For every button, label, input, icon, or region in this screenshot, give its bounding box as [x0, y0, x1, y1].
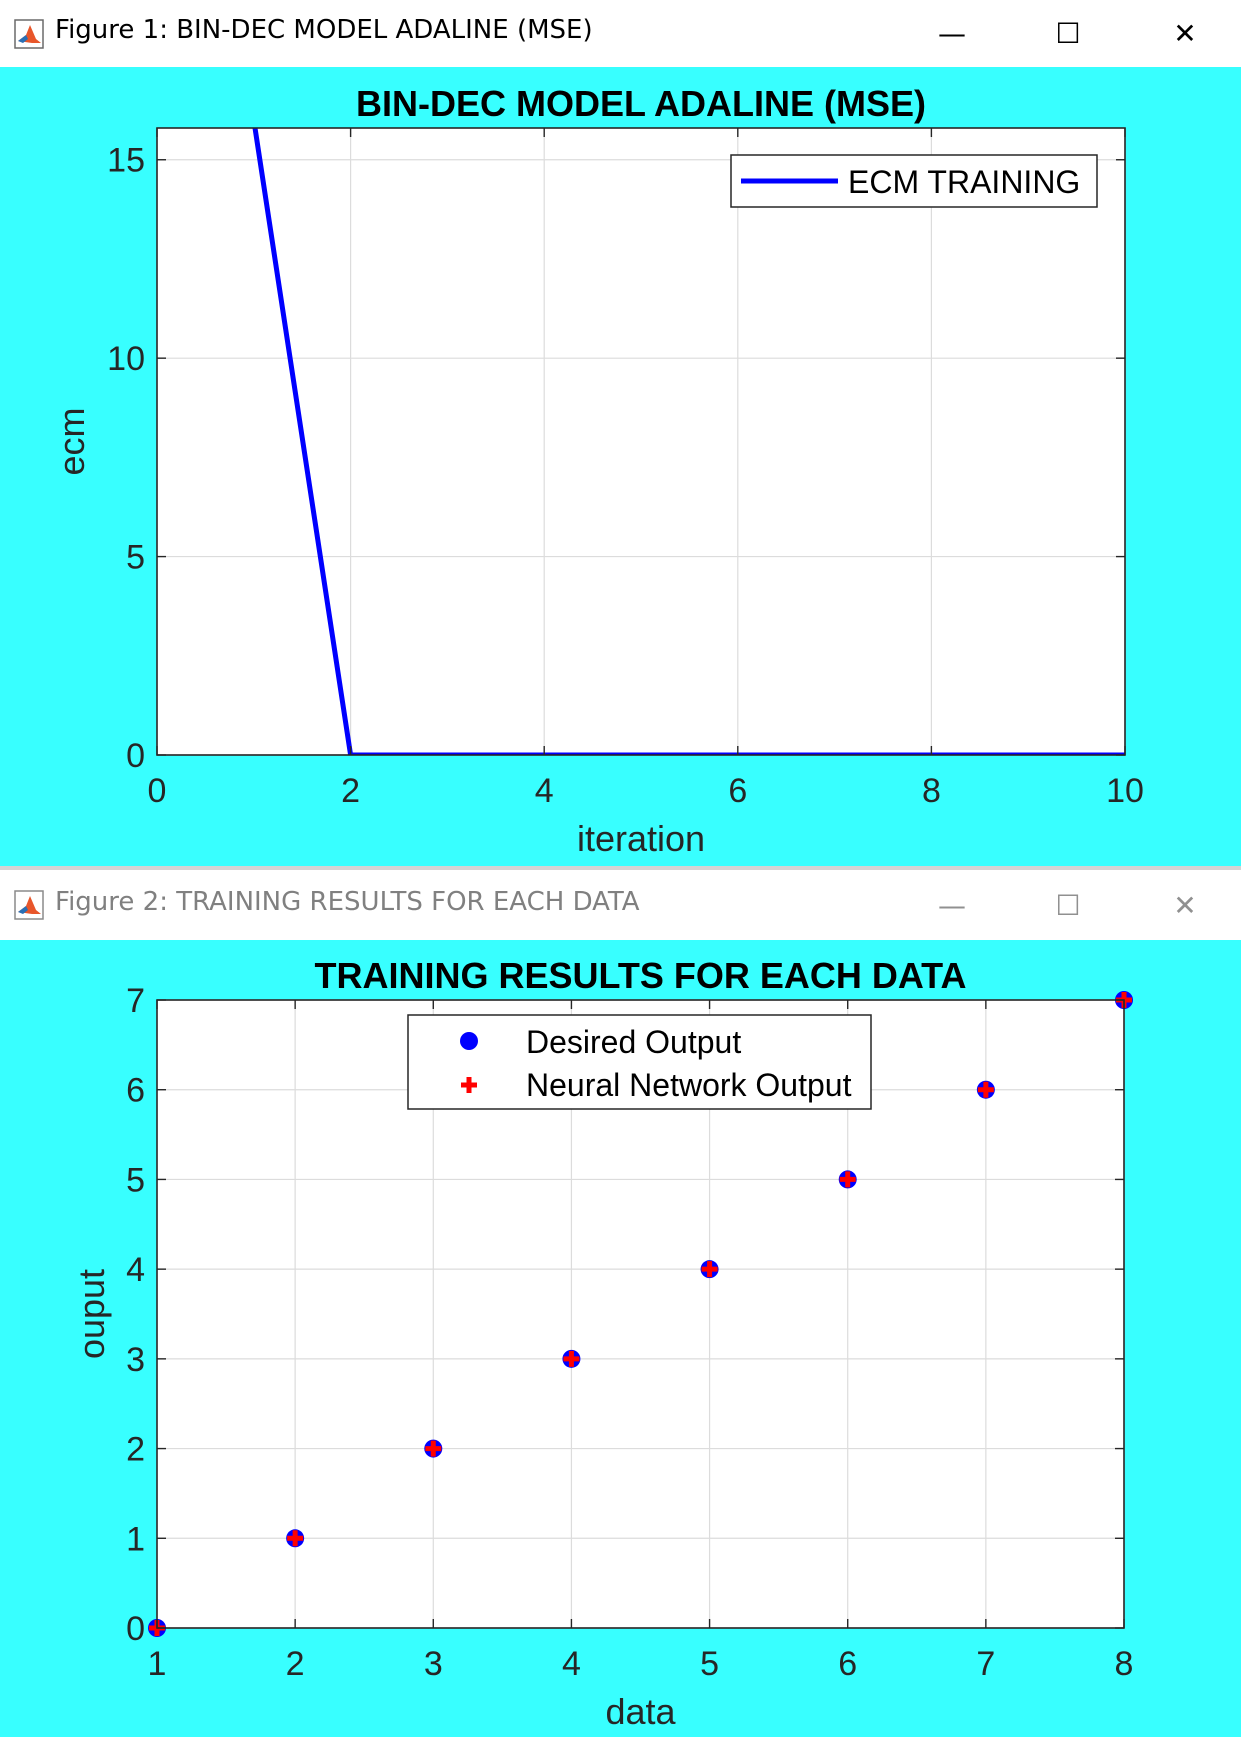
figure-2-titlebar[interactable]: Figure 2: TRAINING RESULTS FOR EACH DATA… [0, 870, 1241, 940]
window-divider [0, 866, 1241, 870]
chart-title: TRAINING RESULTS FOR EACH DATA [315, 955, 967, 996]
legend-entry: Neural Network Output [526, 1067, 852, 1103]
window-title: Figure 1: BIN-DEC MODEL ADALINE (MSE) [55, 15, 593, 45]
legend-box [407, 1014, 872, 1110]
point-neural-network-output [839, 1171, 856, 1188]
figure-1-canvas: 0 2 4 6 8 10 0 5 10 15 BIN-DEC MODEL ADALINE (MSE)… [0, 67, 1241, 866]
point-neural-network-output [563, 1350, 580, 1367]
x-tick-label: 2 [341, 772, 360, 810]
x-tick-label: 8 [922, 772, 941, 810]
y-tick-label: 0 [126, 1610, 145, 1648]
y-tick-label: 4 [126, 1251, 145, 1289]
plus-stroke [563, 1350, 580, 1367]
maximize-button[interactable]: ☐ [1055, 16, 1081, 50]
axes-box [156, 127, 1126, 756]
axes-box [156, 999, 1125, 1629]
x-tick-label: 10 [1106, 772, 1144, 810]
y-tick-label: 7 [126, 982, 145, 1020]
plus-stroke [701, 1261, 718, 1278]
x-tick-label: 4 [535, 772, 554, 810]
y-axis-label: ouput [71, 1269, 112, 1359]
x-tick-label: 6 [728, 772, 747, 810]
x-tick-label: 8 [1115, 1645, 1134, 1683]
figure-2-canvas: 1 2 3 4 5 6 7 8 0 1 2 3 4 5 6 7 TRAINING RESULTS FOR EAC… [0, 940, 1241, 1737]
point-neural-network-output [287, 1530, 304, 1547]
y-tick-label: 6 [126, 1072, 145, 1110]
y-tick-label: 5 [126, 1161, 145, 1199]
x-tick-label: 2 [286, 1645, 305, 1683]
window-title: Figure 2: TRAINING RESULTS FOR EACH DATA [55, 887, 640, 917]
x-tick-label: 5 [700, 1645, 719, 1683]
x-tick-label: 6 [838, 1645, 857, 1683]
matlab-icon [14, 890, 44, 920]
x-tick-label: 3 [424, 1645, 443, 1683]
y-tick-label: 5 [126, 539, 145, 577]
y-tick-label: 0 [126, 737, 145, 775]
x-axis-label: data [605, 1691, 676, 1732]
minimize-button[interactable]: — [938, 16, 966, 50]
plot-area [157, 128, 1125, 755]
minimize-button[interactable]: — [938, 888, 966, 922]
legend-swatch-circle [460, 1032, 478, 1050]
point-neural-network-output [425, 1440, 442, 1457]
plus-stroke [977, 1081, 994, 1098]
legend-swatch-plus [461, 1077, 477, 1093]
legend-entry: ECM TRAINING [848, 164, 1080, 200]
figure-1-titlebar[interactable]: Figure 1: BIN-DEC MODEL ADALINE (MSE) — … [0, 0, 1241, 67]
plus-stroke [425, 1440, 442, 1457]
plus-stroke [839, 1171, 856, 1188]
y-tick-label: 3 [126, 1341, 145, 1379]
matlab-icon [14, 19, 44, 49]
ecm-chart: 0 2 4 6 8 10 0 5 10 15 BIN-DEC MODEL ADALINE (MSE)… [51, 83, 1144, 859]
x-tick-label: 0 [148, 772, 167, 810]
x-axis-label: iteration [577, 818, 705, 859]
close-button[interactable]: ✕ [1173, 888, 1197, 922]
y-tick-label: 1 [126, 1520, 145, 1558]
y-tick-label: 10 [107, 340, 145, 378]
x-tick-label: 1 [148, 1645, 167, 1683]
point-neural-network-output [701, 1261, 718, 1278]
x-tick-label: 4 [562, 1645, 581, 1683]
x-tick-label: 7 [976, 1645, 995, 1683]
maximize-button[interactable]: ☐ [1055, 888, 1081, 922]
plus-stroke [287, 1530, 304, 1547]
y-tick-label: 2 [126, 1431, 145, 1469]
chart-title: BIN-DEC MODEL ADALINE (MSE) [356, 83, 926, 124]
y-axis-label: ecm [51, 407, 92, 475]
y-tick-label: 15 [107, 142, 145, 180]
point-neural-network-output [977, 1081, 994, 1098]
close-button[interactable]: ✕ [1173, 16, 1197, 50]
plus-stroke [461, 1077, 477, 1093]
legend-entry: Desired Output [526, 1024, 741, 1060]
